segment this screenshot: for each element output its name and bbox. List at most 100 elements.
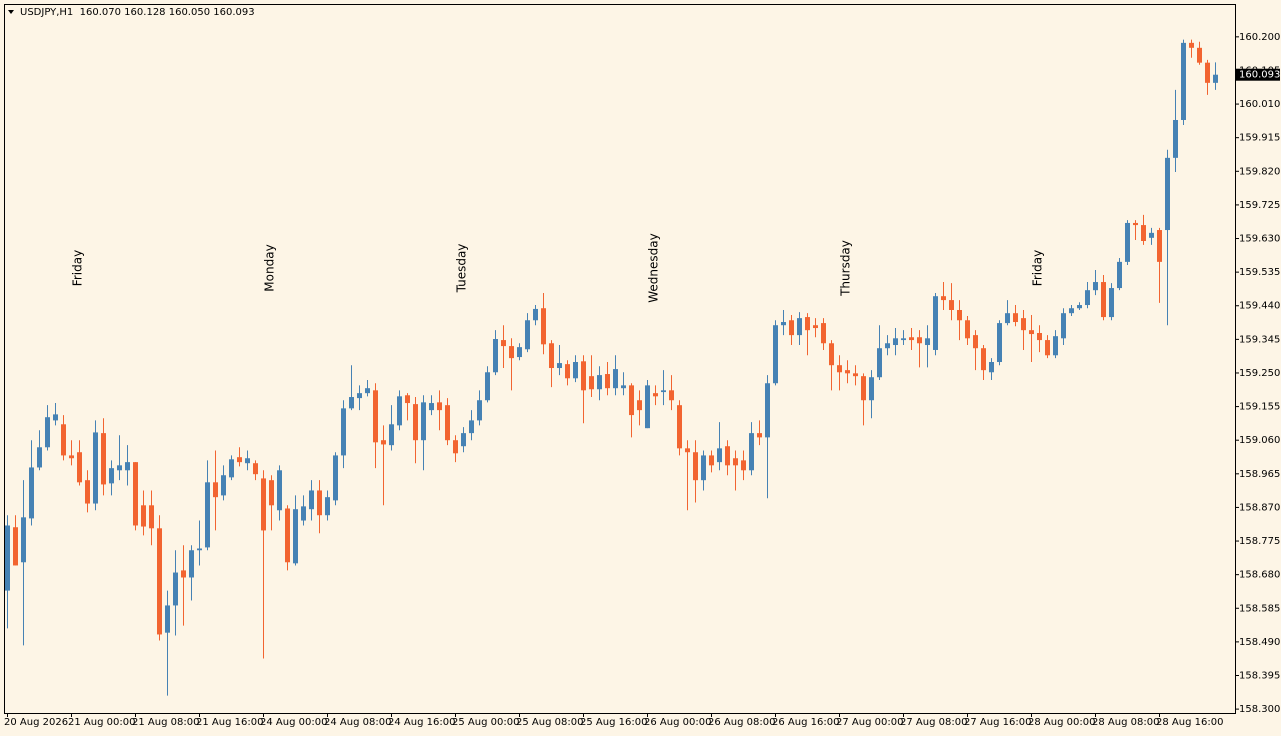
day-label: Thursday xyxy=(839,240,853,297)
candle-body xyxy=(205,482,210,548)
candle-body xyxy=(1125,222,1130,262)
candle-body xyxy=(277,470,282,511)
candle-body xyxy=(5,525,10,591)
x-tick-label: 28 Aug 16:00 xyxy=(1156,717,1223,728)
candle-body xyxy=(333,455,338,501)
day-label: Wednesday xyxy=(647,233,661,302)
candle-body xyxy=(853,373,858,377)
candle-body xyxy=(909,337,914,341)
y-tick-label: 159.345 xyxy=(1239,334,1280,345)
candle-body xyxy=(405,395,410,404)
candle-body xyxy=(1149,232,1154,238)
candle-body xyxy=(157,528,162,635)
candle-body xyxy=(685,448,690,453)
candle-body xyxy=(765,383,770,438)
candle-body xyxy=(541,308,546,345)
candle-body xyxy=(189,550,194,578)
candle-body xyxy=(21,517,26,563)
candle-body xyxy=(613,369,618,389)
candle-body xyxy=(885,343,890,349)
candle-body xyxy=(837,365,842,373)
candle-body xyxy=(125,462,130,471)
candle-body xyxy=(1109,288,1114,318)
candle-body xyxy=(1029,330,1034,335)
candle-body xyxy=(117,465,122,471)
candle-body xyxy=(1077,305,1082,309)
candle-body xyxy=(717,448,722,463)
candle-body xyxy=(933,296,938,350)
candle-body xyxy=(949,300,954,310)
candle-body xyxy=(989,362,994,373)
candle-body xyxy=(965,320,970,339)
y-tick-label: 158.585 xyxy=(1239,603,1280,614)
day-label: Tuesday xyxy=(455,244,469,294)
candle-body xyxy=(245,458,250,464)
y-tick-label: 158.870 xyxy=(1239,502,1280,513)
candle-body xyxy=(381,440,386,445)
candle-body xyxy=(605,374,610,389)
candle-body xyxy=(941,296,946,301)
candle-body xyxy=(1213,74,1218,83)
candle-body xyxy=(901,338,906,341)
candle-body xyxy=(709,455,714,466)
candle-body xyxy=(133,462,138,526)
plot-area xyxy=(4,4,1236,714)
candle-body xyxy=(701,455,706,481)
candle-body xyxy=(509,346,514,359)
y-tick-label: 158.965 xyxy=(1239,469,1280,480)
candle-body xyxy=(1133,222,1138,226)
y-tick-label: 159.820 xyxy=(1239,166,1280,177)
candle-body xyxy=(1085,290,1090,306)
y-tick-label: 158.490 xyxy=(1239,637,1280,648)
candle-body xyxy=(1013,313,1018,323)
candle-body xyxy=(93,432,98,504)
candle-body xyxy=(349,397,354,409)
x-tick-label: 26 Aug 00:00 xyxy=(644,717,711,728)
candle-body xyxy=(261,478,266,531)
x-tick-label: 25 Aug 08:00 xyxy=(516,717,583,728)
candle-body xyxy=(789,320,794,336)
candle-body xyxy=(1173,119,1178,158)
x-tick-label: 20 Aug 2026 xyxy=(4,717,68,728)
candle-body xyxy=(805,317,810,331)
y-tick-label: 158.680 xyxy=(1239,570,1280,581)
candle-body xyxy=(1053,336,1058,356)
x-tick-label: 24 Aug 00:00 xyxy=(260,717,327,728)
candle-body xyxy=(1093,282,1098,291)
candle-body xyxy=(101,433,106,485)
x-tick-label: 27 Aug 16:00 xyxy=(964,717,1031,728)
candle-body xyxy=(181,570,186,578)
candle-body xyxy=(517,347,522,358)
candle-body xyxy=(165,605,170,633)
candle-body xyxy=(197,548,202,551)
candle-body xyxy=(389,424,394,446)
candle-body xyxy=(485,372,490,401)
candle-body xyxy=(637,400,642,411)
candle-body xyxy=(269,480,274,506)
candle-body xyxy=(957,309,962,321)
x-tick-label: 24 Aug 08:00 xyxy=(324,717,391,728)
chart-title: USDJPY,H1 160.070 160.128 160.050 160.09… xyxy=(20,7,255,18)
day-label: Friday xyxy=(1031,250,1045,286)
candle-body xyxy=(565,364,570,379)
candle-body xyxy=(357,393,362,399)
x-tick-label: 21 Aug 08:00 xyxy=(132,717,199,728)
candle-body xyxy=(1005,313,1010,324)
candle-body xyxy=(589,376,594,390)
candle-body xyxy=(925,338,930,346)
candle-body xyxy=(973,335,978,349)
candle-body xyxy=(1181,42,1186,120)
candle-body xyxy=(797,318,802,336)
day-label: Monday xyxy=(263,244,277,291)
x-tick-label: 26 Aug 16:00 xyxy=(772,717,839,728)
x-tick-label: 25 Aug 00:00 xyxy=(452,717,519,728)
menu-arrow[interactable] xyxy=(8,10,14,14)
candle-body xyxy=(77,452,82,483)
candle-body xyxy=(525,320,530,350)
candle-body xyxy=(109,468,114,484)
candle-body xyxy=(37,447,42,468)
candle-body xyxy=(981,348,986,371)
candle-body xyxy=(149,505,154,529)
x-tick-label: 21 Aug 16:00 xyxy=(196,717,263,728)
